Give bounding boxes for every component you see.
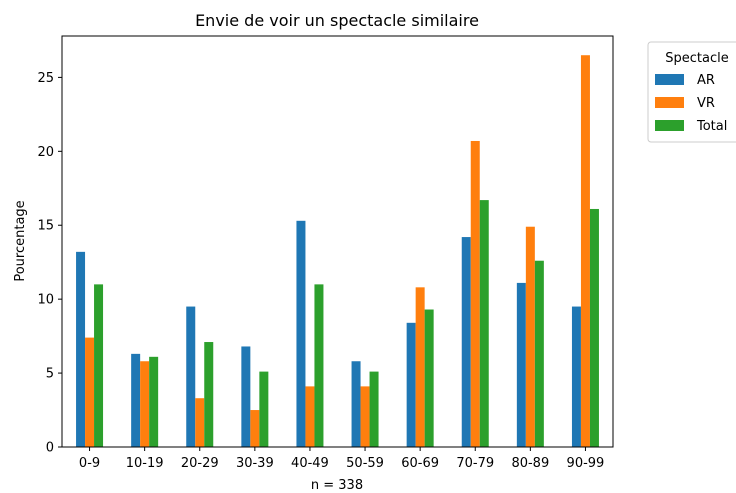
bar-total-0-9 xyxy=(94,284,104,447)
x-tick-label: 90-99 xyxy=(567,456,605,471)
bar-vr-30-39 xyxy=(250,410,260,447)
y-tick-label: 5 xyxy=(46,367,54,382)
x-axis-label: n = 338 xyxy=(311,478,363,493)
bar-total-70-79 xyxy=(479,200,489,447)
bar-total-30-39 xyxy=(259,371,269,447)
x-tick-label: 30-39 xyxy=(236,456,274,471)
legend-box xyxy=(647,41,736,143)
x-tick-label: 20-29 xyxy=(181,456,219,471)
x-tick-label: 0-9 xyxy=(79,456,100,471)
bar-total-20-29 xyxy=(204,342,214,447)
bars-layer xyxy=(76,55,599,447)
legend-label-ar: AR xyxy=(697,73,715,88)
bar-total-90-99 xyxy=(589,208,599,447)
bar-ar-10-19 xyxy=(131,353,141,447)
bar-total-10-19 xyxy=(149,356,159,447)
legend-swatch-total xyxy=(655,120,684,131)
bar-ar-90-99 xyxy=(571,306,581,447)
legend: Spectacle AR VR Total xyxy=(647,41,736,143)
legend-swatch-vr xyxy=(655,97,684,108)
x-tick-label: 50-59 xyxy=(346,456,384,471)
chart-title: Envie de voir un spectacle similaire xyxy=(195,11,479,30)
legend-swatch-ar xyxy=(655,74,684,85)
bar-ar-0-9 xyxy=(76,251,86,447)
bar-total-40-49 xyxy=(314,284,324,447)
y-axis-label: Pourcentage xyxy=(13,200,28,281)
legend-title: Spectacle xyxy=(665,51,728,66)
x-tick-label: 40-49 xyxy=(291,456,329,471)
y-tick-label: 10 xyxy=(37,293,54,308)
bar-ar-40-49 xyxy=(296,220,306,447)
bar-ar-80-89 xyxy=(516,282,526,447)
bar-total-80-89 xyxy=(534,260,544,447)
x-tick-label: 70-79 xyxy=(456,456,494,471)
y-tick-label: 15 xyxy=(37,219,54,234)
x-tick-label: 60-69 xyxy=(401,456,439,471)
x-tick-label: 80-89 xyxy=(511,456,549,471)
bar-total-50-59 xyxy=(369,371,379,447)
y-tick-label: 25 xyxy=(37,71,54,86)
bar-total-60-69 xyxy=(424,309,434,447)
bar-ar-70-79 xyxy=(461,237,471,447)
x-axis: 0-9 10-19 20-29 30-39 40-49 50-59 60-69 70-79 80… xyxy=(79,447,604,471)
bar-vr-70-79 xyxy=(470,140,480,447)
x-tick-label: 10-19 xyxy=(126,456,164,471)
y-axis: 0 5 10 15 20 25 xyxy=(37,71,62,456)
y-tick-label: 0 xyxy=(46,441,54,456)
bar-vr-90-99 xyxy=(580,55,590,447)
bar-vr-40-49 xyxy=(305,386,315,447)
bar-vr-50-59 xyxy=(360,386,370,447)
bar-vr-0-9 xyxy=(85,337,95,447)
bar-vr-60-69 xyxy=(415,287,425,447)
bar-vr-20-29 xyxy=(195,398,205,447)
bar-vr-10-19 xyxy=(140,361,150,447)
plot-frame xyxy=(61,35,614,448)
bar-ar-60-69 xyxy=(406,322,416,447)
legend-label-total: Total xyxy=(696,119,727,134)
y-tick-label: 20 xyxy=(37,145,54,160)
bar-ar-50-59 xyxy=(351,361,361,447)
bar-vr-80-89 xyxy=(525,226,535,447)
legend-label-vr: VR xyxy=(697,96,715,111)
bar-ar-20-29 xyxy=(186,306,196,447)
bar-ar-30-39 xyxy=(241,346,251,447)
